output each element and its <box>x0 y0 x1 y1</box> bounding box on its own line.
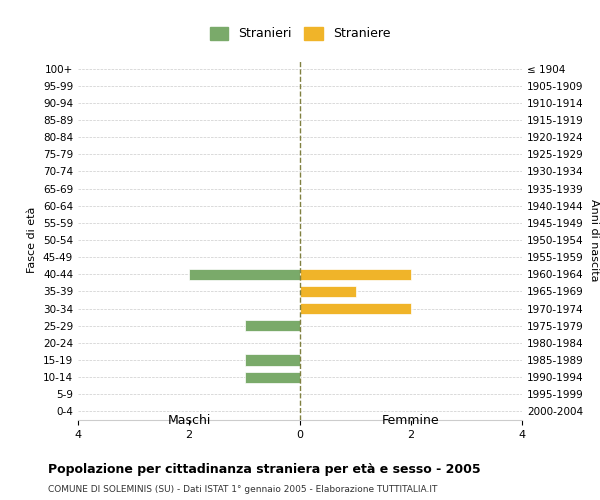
Bar <box>245 354 300 366</box>
Y-axis label: Fasce di età: Fasce di età <box>28 207 37 273</box>
Text: Popolazione per cittadinanza straniera per età e sesso - 2005: Popolazione per cittadinanza straniera p… <box>48 462 481 475</box>
Bar <box>245 372 300 382</box>
Text: COMUNE DI SOLEMINIS (SU) - Dati ISTAT 1° gennaio 2005 - Elaborazione TUTTITALIA.: COMUNE DI SOLEMINIS (SU) - Dati ISTAT 1°… <box>48 485 437 494</box>
Bar <box>300 286 355 297</box>
Bar <box>300 268 411 280</box>
Legend: Stranieri, Straniere: Stranieri, Straniere <box>206 23 394 44</box>
Y-axis label: Anni di nascita: Anni di nascita <box>589 198 599 281</box>
Bar <box>300 303 411 314</box>
Bar <box>189 268 300 280</box>
Text: Femmine: Femmine <box>382 414 440 427</box>
Bar <box>245 320 300 332</box>
Text: Maschi: Maschi <box>167 414 211 427</box>
